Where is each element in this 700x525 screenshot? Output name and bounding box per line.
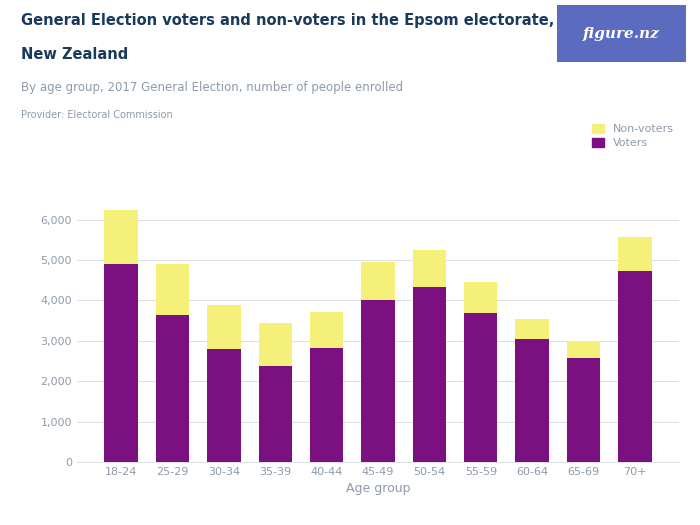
Text: Provider: Electoral Commission: Provider: Electoral Commission — [21, 110, 173, 120]
Legend: Non-voters, Voters: Non-voters, Voters — [592, 124, 673, 149]
Bar — [361, 262, 395, 300]
X-axis label: Age group: Age group — [346, 482, 410, 496]
Bar — [413, 250, 446, 287]
Bar — [310, 311, 343, 348]
Bar — [618, 237, 652, 271]
Bar — [258, 323, 292, 366]
Text: General Election voters and non-voters in the Epsom electorate,: General Election voters and non-voters i… — [21, 13, 554, 28]
Bar — [464, 282, 498, 312]
Text: New Zealand: New Zealand — [21, 47, 128, 62]
Bar — [413, 287, 446, 462]
Bar — [207, 349, 241, 462]
Bar — [156, 264, 189, 314]
Bar — [156, 314, 189, 462]
Bar — [515, 339, 549, 462]
Text: By age group, 2017 General Election, number of people enrolled: By age group, 2017 General Election, num… — [21, 81, 403, 94]
Bar — [464, 312, 498, 462]
Bar — [104, 264, 138, 462]
Bar — [207, 304, 241, 349]
Bar — [310, 348, 343, 462]
Bar — [258, 366, 292, 462]
Bar — [515, 319, 549, 339]
Bar — [104, 209, 138, 264]
Bar — [567, 341, 600, 358]
Bar — [567, 358, 600, 462]
Bar — [618, 271, 652, 462]
Bar — [361, 300, 395, 462]
Text: figure.nz: figure.nz — [583, 27, 659, 40]
